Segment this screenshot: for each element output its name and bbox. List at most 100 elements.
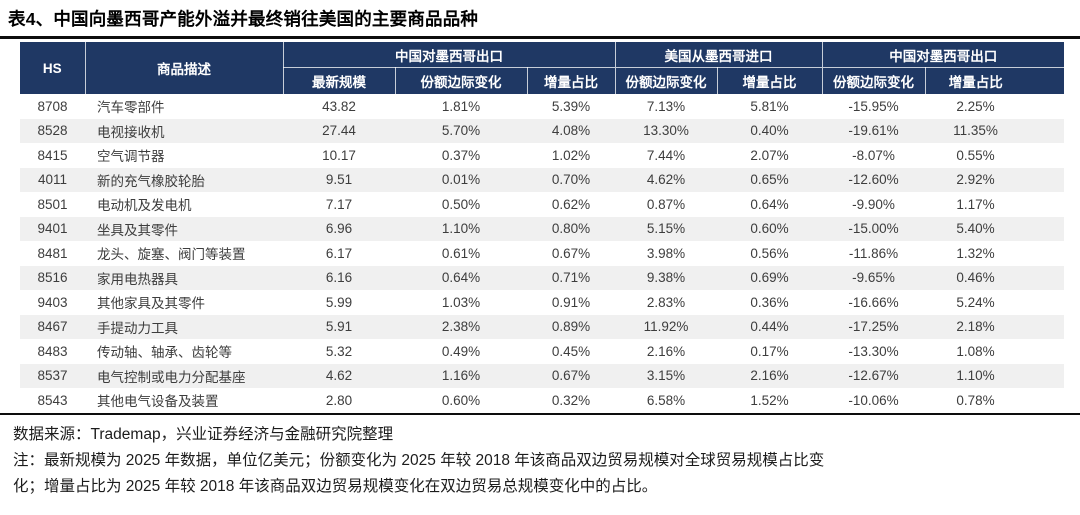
subcol-increment-share-3: 增量占比 <box>924 67 1065 94</box>
cell-value: 0.45% <box>551 343 591 359</box>
table-footnotes: 数据来源：Trademap，兴业证券经济与金融研究院整理 注：最新规模为 202… <box>0 415 1080 500</box>
cell-hs-code: 9403 <box>37 294 68 310</box>
cell-value: 0.60% <box>441 392 481 408</box>
cell-value: 5.70% <box>441 123 481 139</box>
cell-value: 0.71% <box>551 270 591 286</box>
cell-value: 7.17 <box>325 196 353 212</box>
cell-value: 5.24% <box>956 294 995 310</box>
cell-value: 0.67% <box>551 245 591 261</box>
data-source-line: 数据来源：Trademap，兴业证券经济与金融研究院整理 <box>13 426 394 443</box>
cell-product-description: 其他电气设备及装置 <box>97 394 219 410</box>
cell-value: 2.38% <box>441 319 481 335</box>
cell-hs-code: 8543 <box>37 392 68 408</box>
cell-value: 4.62% <box>646 172 686 188</box>
cell-product-description: 汽车零部件 <box>97 100 165 116</box>
cell-value: 1.10% <box>441 221 481 237</box>
subcol-share-marginal-change-3: 份额边际变化 <box>821 67 926 94</box>
table-row: 8528 电视接收机 27.44 5.70% 4.08% 13.30% 0.40% -19.6… <box>20 118 1065 143</box>
subcol-increment-share-2: 增量占比 <box>716 67 823 94</box>
title-divider <box>0 36 1080 39</box>
cell-value: 2.25% <box>956 98 995 114</box>
cell-value: 1.81% <box>441 98 481 114</box>
cell-value: 5.99 <box>325 294 353 310</box>
cell-value: 6.96 <box>325 221 353 237</box>
cell-value: 1.03% <box>441 294 481 310</box>
cell-value: 0.80% <box>551 221 591 237</box>
cell-value: 0.37% <box>441 147 481 163</box>
cell-value: 0.32% <box>551 392 591 408</box>
cell-value: 2.16% <box>646 343 686 359</box>
table-bottom-divider <box>0 412 1080 415</box>
cell-value: 2.80 <box>325 392 353 408</box>
cell-value: 27.44 <box>322 123 356 139</box>
cell-value: -15.95% <box>848 98 899 114</box>
cell-value: 2.16% <box>750 368 789 384</box>
cell-product-description: 手提动力工具 <box>97 320 178 336</box>
table-header: HS 商品描述 中国对墨西哥出口 美国从墨西哥进口 中国对墨西哥出口 最新规模 … <box>20 42 1065 94</box>
table-row: 8501 电动机及发电机 7.17 0.50% 0.62% 0.87% 0.64% -9.90… <box>20 192 1064 217</box>
cell-value: 0.56% <box>750 245 789 261</box>
cell-value: -12.67% <box>848 368 899 384</box>
cell-value: 0.64% <box>441 270 481 286</box>
table-row: 9401 坐具及其零件 6.96 1.10% 0.80% 5.15% 0.60% -15.00… <box>20 216 1065 241</box>
col-header-description: 商品描述 <box>84 42 283 94</box>
cell-value: 1.02% <box>551 147 591 163</box>
cell-value: 2.92% <box>956 172 995 188</box>
cell-value: 0.89% <box>551 319 591 335</box>
header-sub-row: 最新规模 份额边际变化 增量占比 份额边际变化 增量占比 份额边际变化 增量占比 <box>20 67 1065 94</box>
cell-product-description: 电视接收机 <box>97 124 165 140</box>
cell-value: 5.39% <box>551 98 591 114</box>
subcol-latest-scale: 最新规模 <box>282 67 395 94</box>
cell-value: -13.30% <box>848 343 899 359</box>
cell-value: 6.17 <box>325 245 353 261</box>
cell-value: -16.66% <box>848 294 899 310</box>
cell-value: 4.62 <box>325 368 353 384</box>
cell-value: -15.00% <box>848 221 899 237</box>
table-row: 4011 新的充气橡胶轮胎 9.51 0.01% 0.70% 4.62% 0.65% -12.… <box>20 167 1065 192</box>
table-body: 8708 汽车零部件 43.82 1.81% 5.39% 7.13% 5.81% -15.95… <box>20 94 1065 413</box>
cell-value: 0.64% <box>750 196 789 212</box>
table-row: 8708 汽车零部件 43.82 1.81% 5.39% 7.13% 5.81% -15.95… <box>20 94 1064 119</box>
cell-value: 2.18% <box>956 319 995 335</box>
cell-value: -9.90% <box>852 196 895 212</box>
table-row: 8467 手提动力工具 5.91 2.38% 0.89% 11.92% 0.44% -17.2… <box>20 314 1065 339</box>
cell-hs-code: 8516 <box>37 270 68 286</box>
cell-product-description: 空气调节器 <box>97 149 165 165</box>
note-line-2: 化；增量占比为 2025 年较 2018 年该商品双边贸易规模变化在双边贸易总规… <box>13 478 658 495</box>
cell-value: 11.92% <box>643 319 689 335</box>
cell-value: 0.87% <box>646 196 686 212</box>
cell-product-description: 龙头、旋塞、阀门等装置 <box>97 247 246 263</box>
cell-value: -17.25% <box>848 319 899 335</box>
cell-hs-code: 8483 <box>37 343 68 359</box>
cell-value: 2.07% <box>750 147 789 163</box>
cell-value: 0.50% <box>441 196 481 212</box>
cell-value: 1.17% <box>956 196 995 212</box>
cell-value: 0.36% <box>750 294 789 310</box>
table-row: 8483 传动轴、轴承、齿轮等 5.32 0.49% 0.45% 2.16% 0.17% -1… <box>20 339 1064 364</box>
cell-value: 0.49% <box>441 343 481 359</box>
commodities-table: HS 商品描述 中国对墨西哥出口 美国从墨西哥进口 中国对墨西哥出口 最新规模 … <box>20 42 1065 413</box>
cell-value: 11.35% <box>953 123 998 139</box>
cell-value: 0.70% <box>551 172 591 188</box>
subcol-share-marginal-change-2: 份额边际变化 <box>614 67 718 94</box>
cell-value: 0.91% <box>551 294 591 310</box>
cell-hs-code: 8481 <box>37 245 68 261</box>
cell-value: 3.15% <box>646 368 686 384</box>
cell-hs-code: 8708 <box>37 98 68 114</box>
cell-value: 0.44% <box>750 319 789 335</box>
cell-value: 6.16 <box>325 270 353 286</box>
cell-hs-code: 9401 <box>37 221 68 237</box>
cell-value: 0.62% <box>551 196 591 212</box>
cell-value: 5.81% <box>750 98 789 114</box>
cell-hs-code: 8537 <box>37 368 68 384</box>
cell-value: 10.17 <box>322 147 356 163</box>
cell-value: -8.07% <box>852 147 895 163</box>
cell-value: 0.17% <box>750 343 789 359</box>
table-row: 8516 家用电热器具 6.16 0.64% 0.71% 9.38% 0.69% -9.65%… <box>20 265 1065 290</box>
cell-product-description: 家用电热器具 <box>97 271 178 287</box>
cell-value: 0.61% <box>441 245 481 261</box>
cell-value: 5.40% <box>956 221 995 237</box>
cell-hs-code: 4011 <box>37 172 68 188</box>
cell-value: 2.83% <box>646 294 686 310</box>
cell-value: 1.16% <box>441 368 481 384</box>
